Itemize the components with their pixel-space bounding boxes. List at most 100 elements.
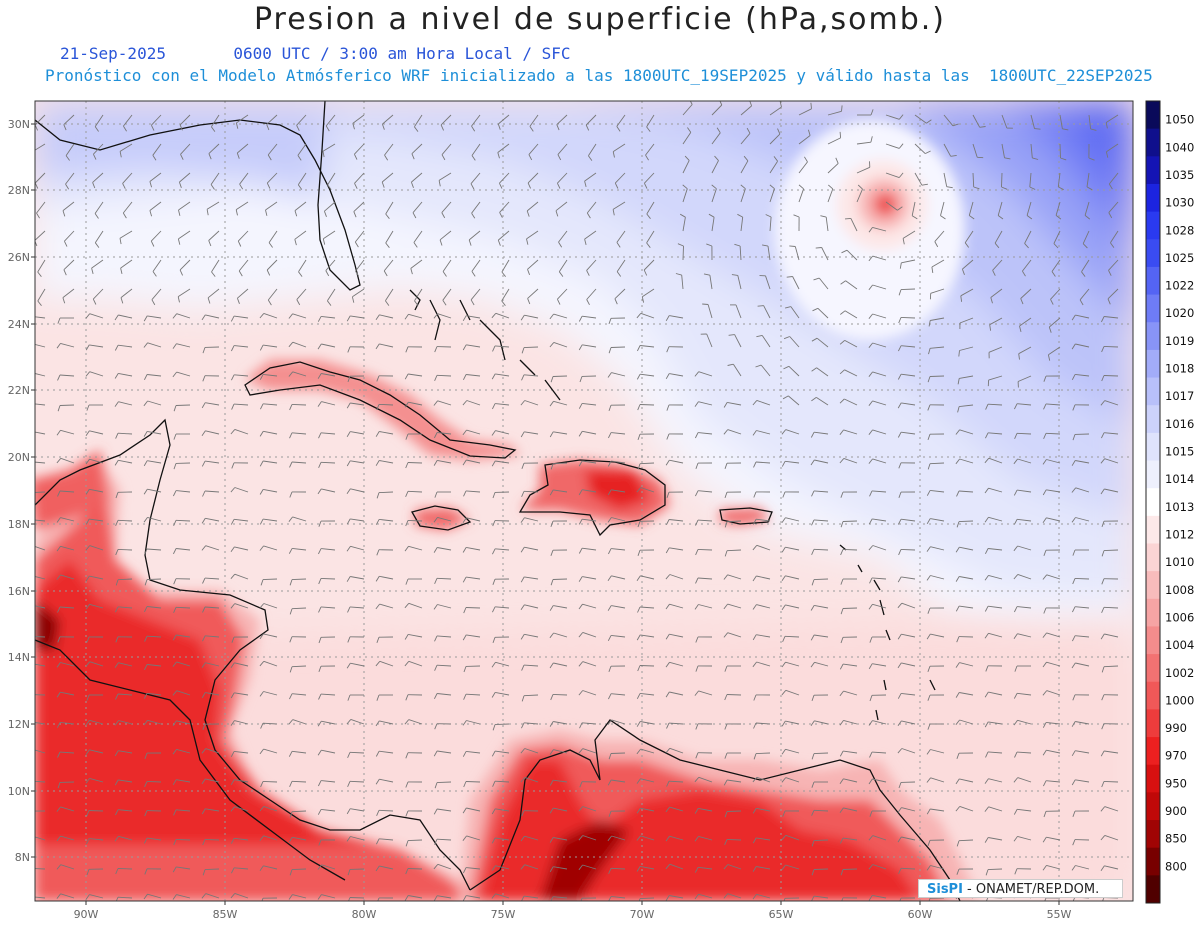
wind-barb-flag: [665, 519, 670, 526]
wind-barb: [943, 143, 952, 157]
wind-barb: [263, 344, 278, 348]
wind-barb: [147, 516, 162, 522]
wind-barb: [681, 275, 684, 290]
wind-barb: [640, 807, 655, 812]
wind-barb: [760, 364, 771, 377]
wind-barb-flag: [579, 722, 583, 729]
wind-barb-flag: [37, 271, 42, 277]
wind-barb: [292, 547, 307, 551]
wind-barb: [1016, 751, 1032, 754]
wind-barb-flag: [230, 893, 236, 899]
wind-barb: [408, 719, 423, 725]
wind-barb-flag: [462, 895, 467, 901]
wind-barb: [1059, 143, 1061, 159]
wind-barb: [582, 344, 597, 348]
wind-barb-flag: [703, 273, 710, 276]
wind-barb: [151, 114, 162, 126]
wind-barb: [901, 602, 916, 609]
wind-barb-flag: [1024, 243, 1029, 249]
wind-barb-flag: [172, 749, 177, 755]
wind-barb: [176, 779, 191, 783]
wind-barb-flag: [550, 376, 554, 383]
wind-barb: [523, 694, 539, 697]
wind-barb-flag: [36, 212, 40, 219]
wind-barb-flag: [317, 548, 322, 555]
wind-barb: [789, 336, 800, 348]
wind-barb-flag: [120, 297, 124, 304]
colorbar-swatch: [1146, 737, 1160, 766]
wind-barb-flag: [462, 315, 467, 322]
wind-barb: [1057, 172, 1061, 187]
wind-barb-flag: [383, 270, 388, 277]
wind-barb-flag: [114, 779, 119, 786]
wind-barb-flag: [1071, 314, 1076, 321]
wind-barb-flag: [898, 289, 902, 296]
wind-barb-flag: [144, 752, 148, 759]
wind-barb-flag: [724, 811, 728, 818]
wind-barb-flag: [811, 781, 815, 788]
wind-barb-flag: [1053, 243, 1059, 249]
wind-barb: [354, 172, 365, 184]
wind-barb-flag: [641, 296, 645, 303]
wind-barb-flag: [636, 345, 641, 352]
wind-barb-flag: [665, 547, 670, 554]
wind-barb-flag: [492, 637, 496, 644]
wind-barb-flag: [607, 693, 612, 700]
wind-barb-flag: [385, 300, 390, 306]
wind-barb: [640, 865, 655, 870]
wind-barb-flag: [384, 154, 389, 161]
wind-barb-flag: [926, 546, 931, 552]
wind-barb: [818, 277, 829, 290]
wind-barb: [147, 400, 162, 406]
wind-barb-flag: [471, 155, 476, 161]
wind-barb-flag: [230, 487, 236, 493]
wind-barb-flag: [346, 576, 351, 582]
wind-barb: [610, 346, 626, 348]
wind-barb: [1075, 314, 1090, 319]
wind-barb-flag: [471, 125, 476, 132]
wind-barb: [263, 430, 278, 435]
wind-barb-flag: [521, 463, 525, 469]
wind-barb: [992, 259, 1003, 271]
wind-barb: [843, 429, 858, 435]
wind-barb: [900, 288, 916, 291]
wind-barb: [60, 806, 75, 812]
wind-barb-flag: [779, 101, 782, 108]
wind-barb-flag: [927, 404, 931, 411]
wind-barb: [465, 490, 481, 493]
wind-barb-flag: [85, 894, 90, 900]
wind-barb-flag: [607, 635, 612, 642]
wind-barb: [440, 114, 452, 126]
wind-barb-flag: [753, 722, 757, 729]
wind-barb: [59, 404, 75, 406]
wind-barb-flag: [520, 546, 525, 553]
wind-barb: [582, 547, 597, 551]
wind-barb-flag: [289, 811, 293, 818]
wind-barb-flag: [724, 665, 728, 672]
wind-barb: [872, 371, 887, 377]
wind-barb: [682, 188, 688, 203]
wind-barb: [1074, 577, 1090, 580]
wind-barb-flag: [144, 868, 148, 875]
wind-barb: [698, 893, 713, 899]
lat-label: 12N: [8, 718, 30, 731]
wind-barb: [872, 518, 887, 522]
wind-barb: [901, 633, 916, 638]
wind-barb: [92, 172, 104, 183]
wind-barb: [471, 201, 481, 214]
wind-barb: [325, 114, 336, 127]
wind-barb-flag: [463, 694, 467, 700]
colorbar-label: 1006: [1165, 610, 1194, 624]
wind-barb: [355, 259, 365, 272]
wind-barb: [498, 114, 510, 125]
wind-barb: [842, 520, 858, 522]
wind-barb: [1075, 517, 1090, 522]
wind-barb: [997, 201, 1003, 216]
wind-barb-flag: [868, 371, 873, 377]
wind-barb: [698, 866, 713, 870]
wind-barb: [436, 838, 452, 841]
wind-barb-flag: [29, 493, 31, 499]
wind-barb-flag: [781, 749, 786, 755]
wind-barb: [1051, 259, 1061, 272]
wind-barb: [35, 431, 46, 435]
